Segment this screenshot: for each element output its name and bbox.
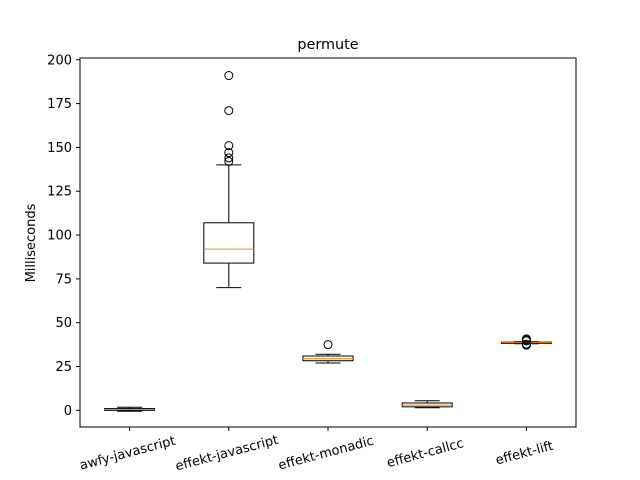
box-effekt-javascript [203,71,255,289]
y-tick-label: 50 [55,316,72,331]
y-tick-label: 75 [55,272,72,287]
outlier-point [521,334,531,344]
y-tick-label: 100 [47,229,72,244]
outlier-point [224,153,234,163]
y-tick-label: 150 [47,141,72,156]
y-tick-label: 25 [55,360,72,375]
y-tick-label: 0 [64,404,72,419]
box-effekt-monadic [302,340,354,364]
box-effekt-callcc [401,400,453,409]
chart-title: permute [297,37,358,53]
y-tick-label: 200 [47,53,72,68]
outlier-point [224,71,234,81]
y-axis: 0 25 50 75 100 125 150 175 200 [47,53,80,419]
outlier-point [521,339,531,349]
boxes-layer [104,71,552,412]
outlier-point [224,156,234,166]
y-tick-label: 175 [47,97,72,112]
box-effekt-lift [500,334,552,350]
outlier-point [224,141,234,151]
box-awfy-javascript [104,406,156,412]
outlier-point [224,148,234,158]
y-axis-label: Milliseconds [24,203,39,282]
plot-frame [79,57,577,428]
outlier-point [224,106,234,116]
y-tick-label: 125 [47,185,72,200]
outlier-point [323,340,333,350]
iqr-box [203,222,255,264]
